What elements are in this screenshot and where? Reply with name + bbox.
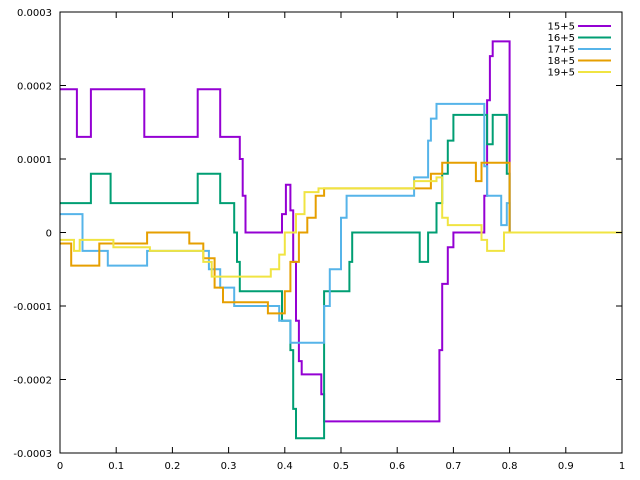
- x-tick-label: 0.8: [502, 461, 518, 472]
- y-tick-label: 0: [46, 229, 52, 240]
- legend-label: 19+5: [548, 68, 575, 79]
- x-tick-label: 0.1: [108, 461, 124, 472]
- y-tick-label: -0.0001: [13, 302, 52, 313]
- y-tick-label: 0.0002: [17, 82, 52, 93]
- series-line-17-plus-5: [60, 102, 511, 344]
- series-line-16-plus-5: [60, 113, 511, 440]
- legend-label: 16+5: [548, 33, 575, 44]
- axis-ticks: 0 0.1 0.2 0.3 0.4 0.5 0.6 0.7 0.8 0.9 1 -0.0003 -0.0…: [13, 8, 625, 472]
- legend-label: 18+5: [548, 56, 575, 67]
- y-tick-label: -0.0002: [13, 376, 52, 387]
- legend-label: 15+5: [548, 22, 575, 33]
- series-line-18-plus-5: [60, 161, 511, 315]
- series-lines: [60, 40, 622, 440]
- x-tick-label: 0.5: [333, 461, 349, 472]
- x-tick-label: 1: [619, 461, 625, 472]
- x-tick-label: 0.3: [221, 461, 237, 472]
- y-tick-label: 0.0001: [17, 155, 52, 166]
- y-tick-label: 0.0003: [17, 8, 52, 19]
- x-tick-label: 0.2: [164, 461, 180, 472]
- x-tick-label: 0.9: [558, 461, 574, 472]
- x-tick-label: 0.7: [445, 461, 461, 472]
- legend: 15+516+517+518+519+5: [548, 22, 611, 79]
- x-tick-label: 0.6: [389, 461, 405, 472]
- x-tick-label: 0: [57, 461, 63, 472]
- series-line-19-plus-5: [60, 176, 622, 278]
- x-tick-label: 0.4: [277, 461, 293, 472]
- legend-label: 17+5: [548, 45, 575, 56]
- series-line-15-plus-5: [60, 40, 511, 423]
- y-tick-label: -0.0003: [13, 449, 52, 460]
